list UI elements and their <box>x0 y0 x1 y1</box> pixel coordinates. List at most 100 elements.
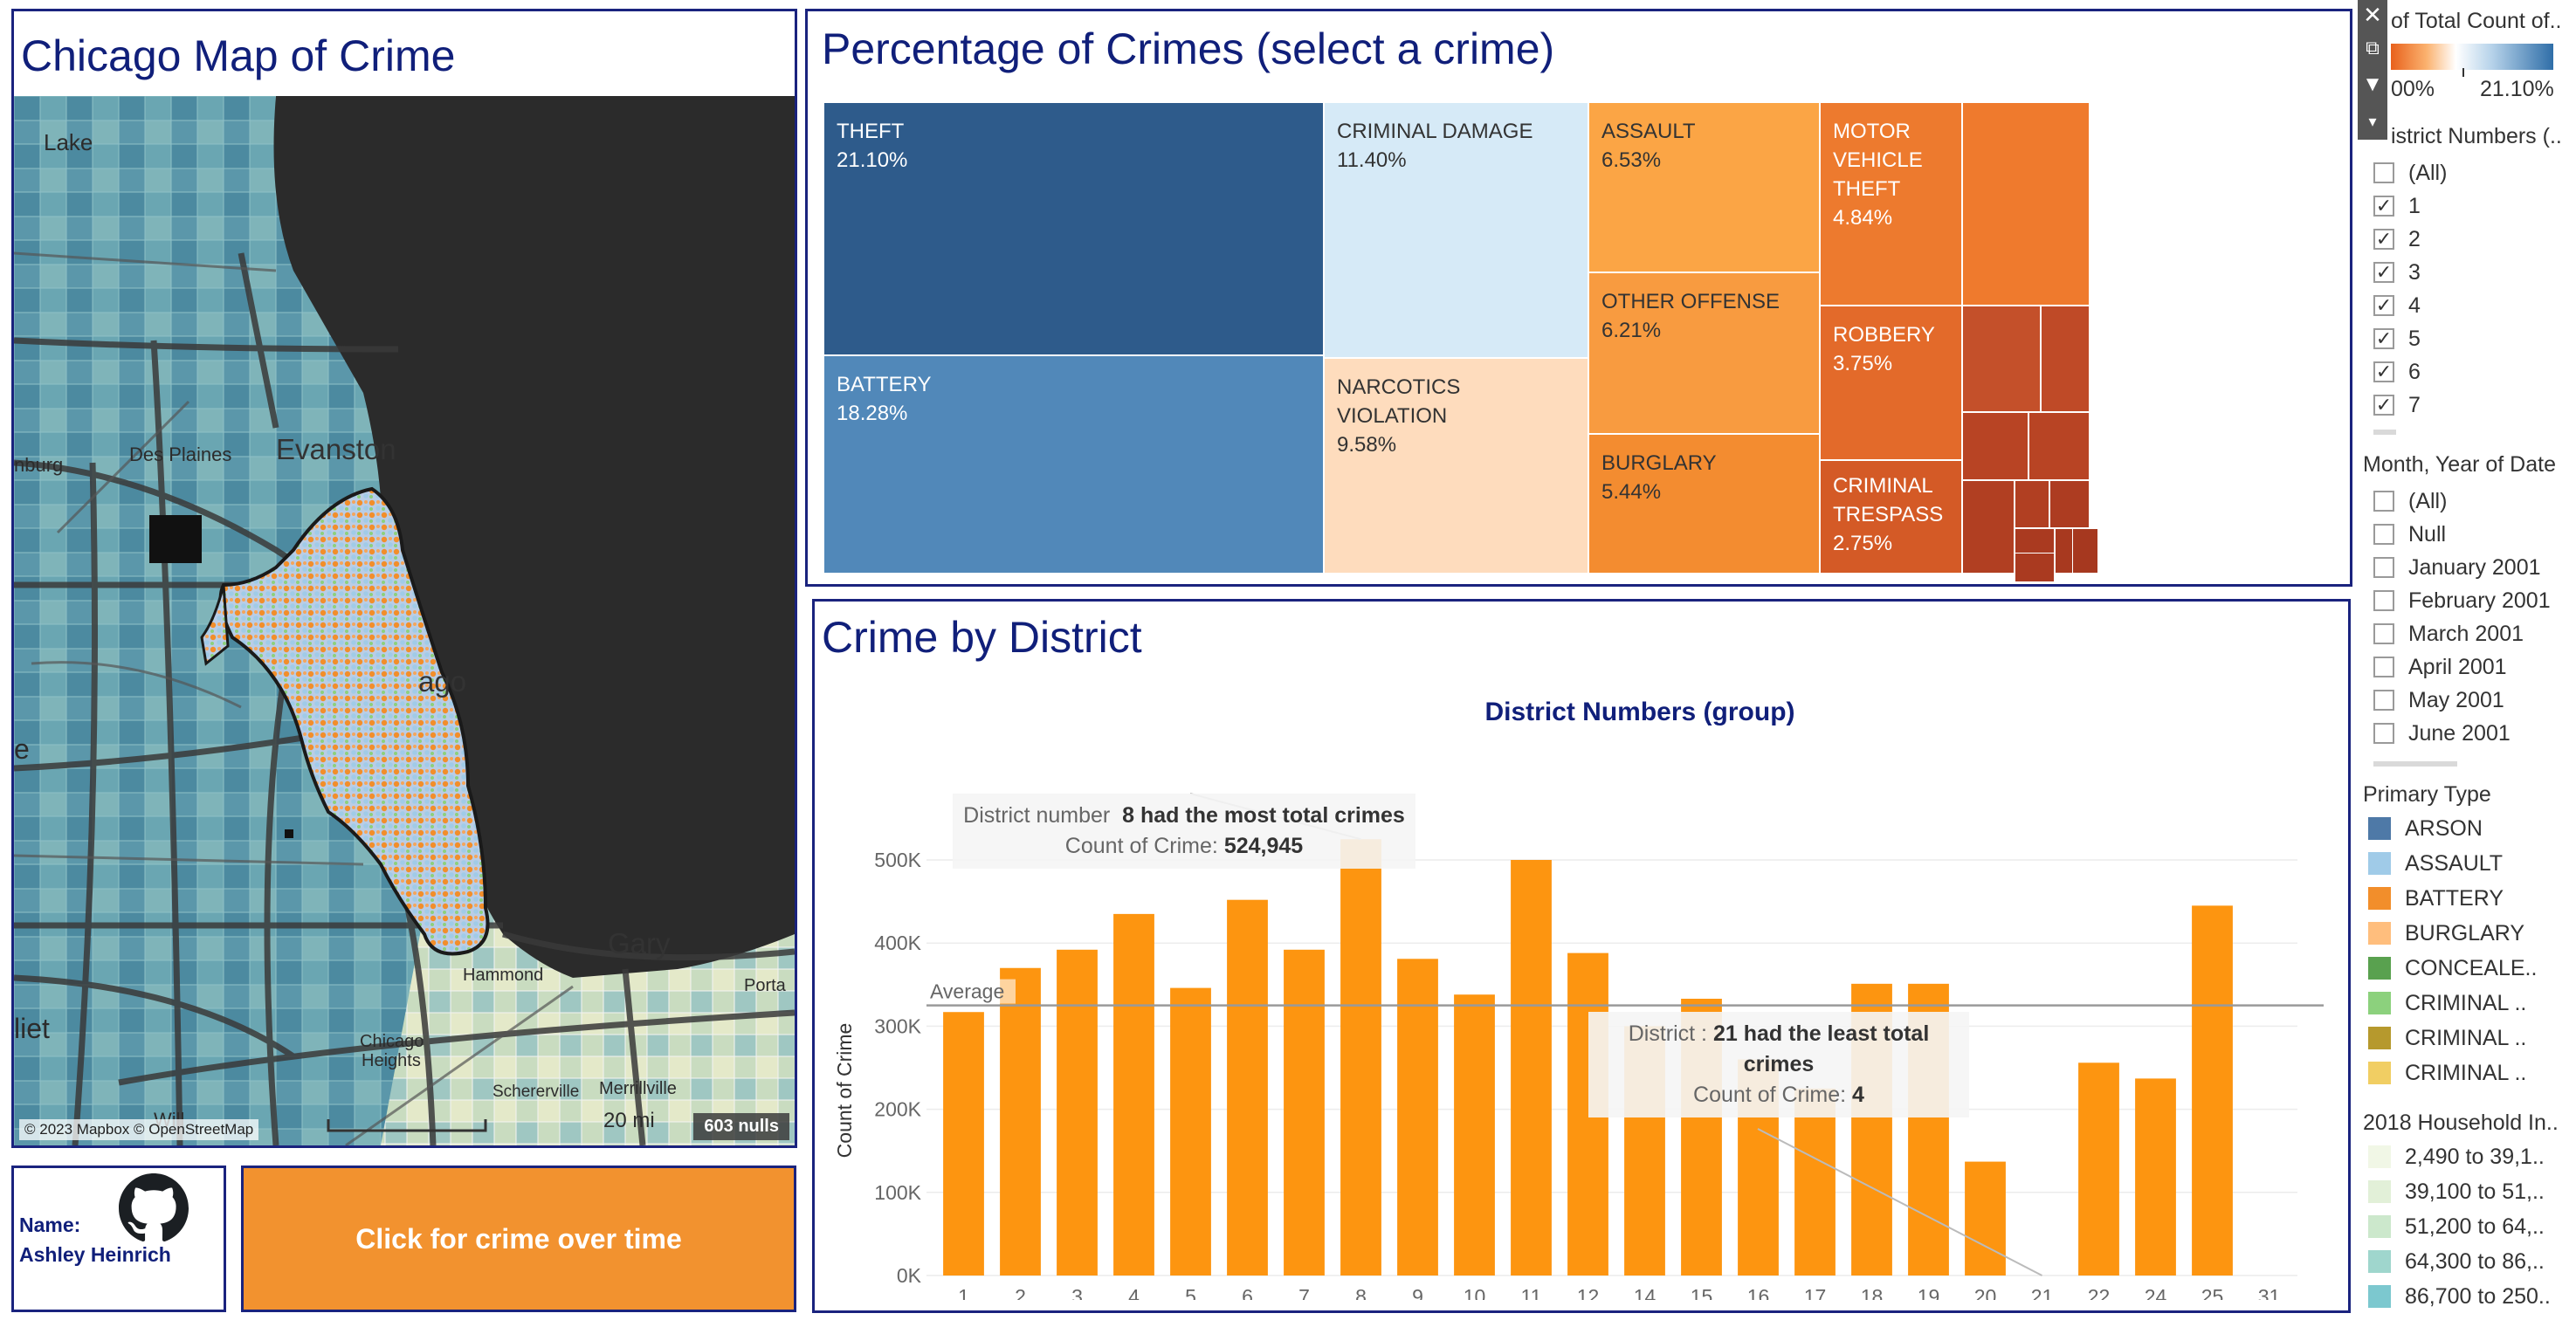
primary-type-item[interactable]: CRIMINAL .. <box>2368 1060 2526 1086</box>
checkbox[interactable] <box>2373 557 2394 578</box>
crime-over-time-button[interactable]: Click for crime over time <box>241 1166 796 1312</box>
bar-district-5[interactable] <box>1170 987 1211 1276</box>
treemap-tile-small[interactable] <box>2041 306 2090 412</box>
treemap-tile-small[interactable] <box>1962 306 2041 412</box>
treemap-tile-burglary[interactable]: BURGLARY 5.44% <box>1588 434 1820 574</box>
checkbox[interactable]: ✓ <box>2373 328 2394 349</box>
treemap-tile-small[interactable] <box>2015 480 2049 528</box>
checkbox[interactable] <box>2373 657 2394 677</box>
checkbox[interactable]: ✓ <box>2373 196 2394 217</box>
treemap-tile-small[interactable] <box>2015 553 2055 582</box>
household-item[interactable]: 86,700 to 250.. <box>2368 1283 2551 1310</box>
treemap-tile-motor-vehicle-theft[interactable]: MOTOR VEHICLE THEFT 4.84% <box>1820 102 1962 306</box>
bar-district-22[interactable] <box>2078 1062 2119 1276</box>
household-item[interactable]: 2,490 to 39,1.. <box>2368 1144 2545 1170</box>
date-filter-scrollbar[interactable] <box>2373 761 2457 767</box>
checkbox[interactable]: ✓ <box>2373 295 2394 316</box>
color-legend-title: of Total Count of.. <box>2391 9 2562 33</box>
checkbox[interactable]: ✓ <box>2373 229 2394 250</box>
date-filter-option[interactable]: Null <box>2373 521 2446 547</box>
close-icon[interactable]: ✕ <box>2363 1 2382 28</box>
household-item[interactable]: 64,300 to 86,.. <box>2368 1248 2545 1275</box>
household-item[interactable]: 39,100 to 51,.. <box>2368 1179 2545 1205</box>
treemap-tile-small[interactable] <box>1962 480 2015 574</box>
bar-district-6[interactable] <box>1227 899 1268 1276</box>
primary-type-item[interactable]: BATTERY <box>2368 885 2504 911</box>
district-filter-option[interactable]: ✓ 5 <box>2373 326 2421 352</box>
bar-district-10[interactable] <box>1454 994 1495 1276</box>
district-filter-option[interactable]: ✓ 1 <box>2373 193 2421 219</box>
primary-type-item[interactable]: ARSON <box>2368 815 2483 842</box>
bar-district-24[interactable] <box>2135 1078 2176 1276</box>
treemap-tile-narcotics[interactable]: NARCOTICS VIOLATION 9.58% <box>1324 358 1588 574</box>
treemap-tile-assault[interactable]: ASSAULT 6.53% <box>1588 102 1820 272</box>
filter-icon[interactable]: ▼ <box>2362 72 2383 96</box>
bar-district-1[interactable] <box>943 1012 984 1276</box>
x-tick-label: 11 <box>1521 1285 1542 1300</box>
average-label: Average <box>930 980 1004 1003</box>
treemap-tile-robbery[interactable]: ROBBERY 3.75% <box>1820 306 1962 460</box>
date-filter-option[interactable]: April 2001 <box>2373 654 2507 680</box>
district-filter-option[interactable]: ✓ 3 <box>2373 259 2421 285</box>
checkbox[interactable] <box>2373 524 2394 545</box>
bar-district-2[interactable] <box>1000 967 1041 1276</box>
treemap-tile-battery[interactable]: BATTERY 18.28% <box>823 355 1324 574</box>
household-item[interactable]: 51,200 to 64,.. <box>2368 1214 2545 1240</box>
date-filter-option[interactable]: (All) <box>2373 488 2447 514</box>
bar-district-7[interactable] <box>1284 949 1325 1276</box>
treemap-tile-theft[interactable]: THEFT 21.10% <box>823 102 1324 355</box>
x-tick-label: 25 <box>2201 1285 2224 1300</box>
primary-type-item[interactable]: CRIMINAL .. <box>2368 990 2526 1016</box>
checkbox[interactable]: ✓ <box>2373 262 2394 283</box>
bar-district-3[interactable] <box>1057 949 1098 1276</box>
date-filter-option[interactable]: February 2001 <box>2373 588 2551 614</box>
primary-type-item[interactable]: CONCEALE.. <box>2368 955 2537 981</box>
chevron-down-icon[interactable]: ▾ <box>2368 112 2377 130</box>
bar-district-11[interactable] <box>1511 860 1552 1276</box>
checkbox[interactable] <box>2373 723 2394 744</box>
map-canvas[interactable] <box>14 96 795 1145</box>
district-filter-option[interactable]: ✓ 2 <box>2373 226 2421 252</box>
district-filter-scrollbar[interactable] <box>2373 430 2396 435</box>
treemap-tile-criminal-damage[interactable]: CRIMINAL DAMAGE 11.40% <box>1324 102 1588 358</box>
bar-district-17[interactable] <box>1794 1088 1836 1276</box>
bar-district-8[interactable] <box>1340 839 1381 1276</box>
treemap-tile-criminal-trespass[interactable]: CRIMINAL TRESPASS 2.75% <box>1820 460 1962 574</box>
district-bar-chart[interactable]: District Numbers (group) Count of Crime … <box>815 689 2348 1300</box>
checkbox[interactable] <box>2373 162 2394 183</box>
treemap-tile-small[interactable] <box>1962 412 2028 480</box>
primary-type-item[interactable]: BURGLARY <box>2368 920 2524 946</box>
checkbox[interactable] <box>2373 491 2394 512</box>
treemap-tile-small[interactable] <box>2028 412 2090 480</box>
treemap-tile-small[interactable] <box>1962 102 2090 306</box>
district-filter-option[interactable]: (All) <box>2373 160 2447 186</box>
district-filter-option[interactable]: ✓ 7 <box>2373 392 2421 418</box>
bar-district-9[interactable] <box>1397 959 1438 1276</box>
date-filter-option[interactable]: May 2001 <box>2373 687 2504 713</box>
date-filter-option[interactable]: June 2001 <box>2373 720 2511 746</box>
checkbox[interactable]: ✓ <box>2373 395 2394 416</box>
checkbox[interactable] <box>2373 590 2394 611</box>
date-filter-option[interactable]: March 2001 <box>2373 621 2524 647</box>
primary-type-item[interactable]: CRIMINAL .. <box>2368 1025 2526 1051</box>
treemap-tile-small[interactable] <box>2072 528 2098 574</box>
crime-map[interactable]: Lake Evanston Des Plaines nburg ago e Ga… <box>14 96 795 1145</box>
checkbox[interactable] <box>2373 690 2394 711</box>
primary-type-item[interactable]: ASSAULT <box>2368 850 2503 877</box>
treemap-tile-small[interactable] <box>2049 480 2090 528</box>
popout-icon[interactable]: ⧉ <box>2366 37 2380 58</box>
map-attribution[interactable]: © 2023 Mapbox © OpenStreetMap <box>19 1119 259 1140</box>
map-panel: Chicago Map of Crime <box>11 9 797 1148</box>
treemap-tile-other-offense[interactable]: OTHER OFFENSE 6.21% <box>1588 272 1820 434</box>
map-nulls-indicator[interactable]: 603 nulls <box>693 1113 789 1140</box>
x-tick-label: 8 <box>1355 1285 1367 1300</box>
district-filter-option[interactable]: ✓ 6 <box>2373 359 2421 385</box>
district-filter-option[interactable]: ✓ 4 <box>2373 292 2421 319</box>
bar-district-25[interactable] <box>2192 905 2233 1276</box>
checkbox[interactable]: ✓ <box>2373 361 2394 382</box>
bar-district-4[interactable] <box>1113 913 1154 1276</box>
bar-district-20[interactable] <box>1965 1161 2006 1276</box>
checkbox[interactable] <box>2373 623 2394 644</box>
date-filter-option[interactable]: January 2001 <box>2373 554 2541 581</box>
github-icon[interactable] <box>119 1173 189 1243</box>
